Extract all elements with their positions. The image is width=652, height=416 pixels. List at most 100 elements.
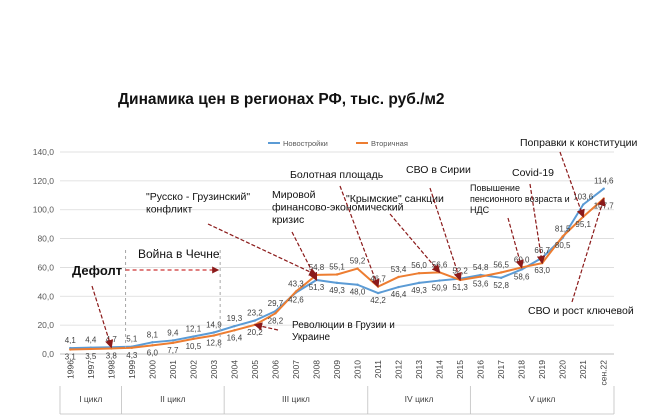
data-label: 114,6 [594,177,614,186]
y-tick-label: 60,0 [37,262,54,272]
data-point [233,324,236,328]
data-point [438,279,441,282]
annotation-arrow [389,213,441,274]
data-point [151,341,154,344]
x-tick-label: 2004 [229,360,239,379]
data-point [356,283,359,286]
annotation-text: Украине [292,332,331,343]
data-point [253,323,257,327]
x-tick-label: 2012 [394,360,404,379]
cycle-label: IV цикл [405,394,434,404]
data-point [335,273,339,276]
data-point [582,203,585,206]
data-point [315,273,318,277]
annotation-text: "Крымские" санкции [346,193,444,205]
data-label: 55,1 [329,262,345,271]
data-label: 80,5 [555,241,571,250]
data-label: 12,8 [206,339,222,348]
y-tick-label: 100,0 [33,205,55,215]
annotation-arrow [207,223,318,276]
data-point [417,281,421,285]
annotation-arrow [253,322,279,331]
data-label: 46,4 [391,290,407,299]
data-label: 4,3 [126,351,138,360]
data-label: 49,3 [411,286,427,295]
annotation-text: Война в Чечне [138,247,220,261]
annotation-text: кризис [272,214,304,226]
data-point [315,278,318,282]
data-label: 12,1 [186,325,202,334]
x-tick-label: 2017 [496,360,506,379]
annotation-arrow [571,197,606,303]
y-tick-label: 80,0 [37,234,54,244]
data-label: 7,7 [167,346,179,355]
cycle-label: I цикл [79,394,102,404]
data-point [376,291,380,295]
data-label: 53,6 [473,280,489,289]
data-label: 63,0 [534,266,550,275]
data-point [294,290,298,293]
data-label: 9,4 [167,328,179,337]
data-point [561,235,564,238]
annotation-text: НДС [470,205,490,215]
data-label: 52,2 [452,267,468,276]
x-tick-label: 2001 [168,360,178,379]
x-tick-label: сен.22 [599,360,609,386]
data-label: 19,3 [227,314,243,323]
data-label: 20,2 [247,328,263,337]
x-tick-label: 2011 [373,360,383,379]
annotation-text: Повышение [470,183,520,193]
data-point [151,344,154,347]
cycle-label: II цикл [160,394,186,404]
data-label: 51,3 [452,283,468,292]
annotation-arrow [429,187,462,282]
data-label: 50,9 [432,284,448,293]
data-label: 16,4 [227,333,243,342]
data-point [212,331,216,334]
x-tick-label: 2013 [414,360,424,379]
annotation-text: конфликт [146,204,192,216]
data-point [499,276,503,280]
annotation-text: Мировой [272,189,316,201]
x-tick-label: 2007 [291,360,301,379]
data-label: 3,8 [106,352,118,361]
data-point [110,347,113,350]
x-tick-label: 2008 [311,360,321,379]
data-label: 51,3 [309,283,325,292]
data-label: 4,7 [106,335,118,344]
data-label: 53,4 [391,265,407,274]
x-tick-label: 2016 [476,360,486,379]
data-label: 60,0 [514,255,530,264]
data-label: 56,5 [493,260,509,269]
x-tick-label: 1996 [65,360,75,379]
data-label: 14,9 [206,321,222,330]
data-label: 42,2 [370,296,386,305]
data-label: 6,0 [147,348,159,357]
data-label: 29,7 [268,299,284,308]
data-point [274,312,277,315]
data-label: 56,6 [432,260,448,269]
data-label: 23,2 [247,309,263,318]
annotation-text: Дефолт [72,263,122,278]
annotation-arrow [91,285,114,349]
data-label: 42,6 [288,296,304,305]
x-tick-label: 1999 [127,360,137,379]
x-tick-label: 2020 [558,360,568,379]
data-point [520,268,523,271]
data-point [69,348,72,351]
x-tick-label: 1998 [106,360,116,379]
annotation-text: пенсионного возраста и [470,194,570,204]
annotation-text: Болотная площадь [290,169,384,181]
data-point [479,275,482,278]
data-point [233,329,236,332]
y-tick-label: 0,0 [42,349,54,359]
x-tick-label: 2014 [435,360,445,379]
data-point [602,187,605,190]
data-label: 54,8 [309,263,325,272]
annotation-arrow [291,231,318,282]
annotation-text: Революции в Грузии и [292,320,395,331]
data-point [499,271,503,274]
chart-title: Динамика цен в регионах РФ, тыс. руб./м2 [118,91,445,108]
